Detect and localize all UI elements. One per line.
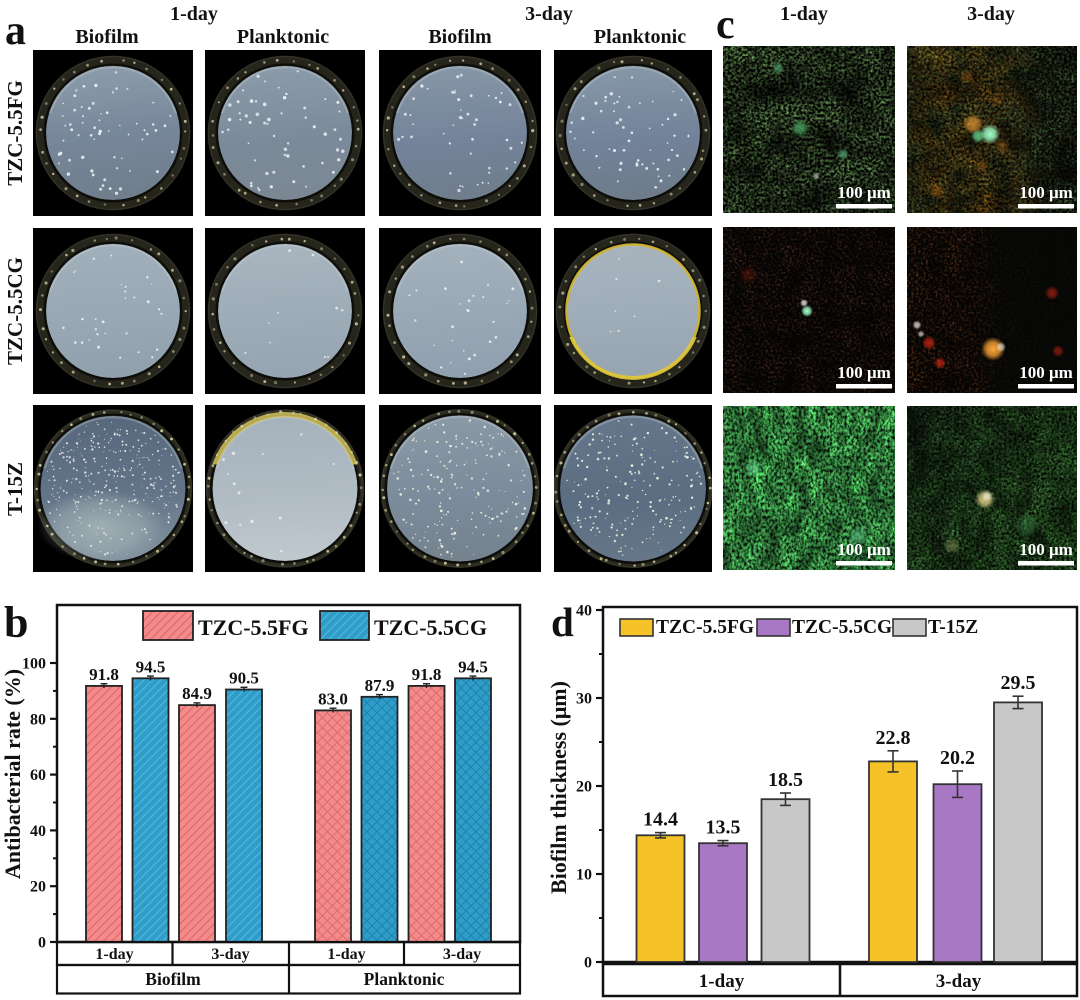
svg-text:40: 40 — [576, 603, 592, 620]
svg-text:100 μm: 100 μm — [1019, 183, 1073, 202]
svg-text:100 μm: 100 μm — [1019, 540, 1073, 559]
svg-text:22.8: 22.8 — [876, 727, 911, 749]
svg-text:0: 0 — [38, 935, 46, 952]
svg-text:80: 80 — [30, 711, 46, 728]
svg-text:40: 40 — [30, 823, 46, 840]
svg-text:94.5: 94.5 — [136, 657, 166, 676]
svg-text:1-day: 1-day — [780, 3, 828, 25]
svg-text:1-day: 1-day — [327, 946, 365, 963]
svg-text:TZC-5.5CG: TZC-5.5CG — [374, 615, 487, 640]
svg-text:60: 60 — [30, 767, 46, 784]
svg-text:a: a — [5, 8, 26, 54]
svg-text:c: c — [716, 2, 735, 48]
svg-text:20: 20 — [576, 779, 592, 796]
svg-text:100 μm: 100 μm — [837, 540, 891, 559]
svg-text:94.5: 94.5 — [458, 657, 488, 676]
svg-text:20.2: 20.2 — [940, 747, 975, 769]
svg-text:14.4: 14.4 — [643, 809, 678, 831]
svg-text:3-day: 3-day — [443, 946, 481, 963]
svg-text:1-day: 1-day — [699, 971, 745, 992]
svg-text:29.5: 29.5 — [1001, 672, 1036, 694]
svg-text:T-15Z: T-15Z — [928, 617, 978, 638]
svg-text:3-day: 3-day — [936, 971, 982, 992]
svg-text:Biofilm: Biofilm — [428, 26, 492, 48]
svg-text:91.8: 91.8 — [412, 665, 442, 684]
svg-text:TZC-5.5CG: TZC-5.5CG — [792, 617, 892, 638]
svg-text:3-day: 3-day — [525, 3, 573, 25]
svg-text:100: 100 — [22, 656, 46, 673]
svg-text:30: 30 — [576, 691, 592, 708]
svg-text:10: 10 — [576, 867, 592, 884]
svg-text:T-15Z: T-15Z — [3, 462, 27, 516]
svg-text:TZC-5.5CG: TZC-5.5CG — [3, 257, 27, 365]
svg-text:83.0: 83.0 — [318, 689, 348, 708]
svg-text:b: b — [4, 598, 28, 647]
svg-text:90.5: 90.5 — [229, 669, 259, 688]
svg-text:84.9: 84.9 — [182, 684, 212, 703]
svg-text:91.8: 91.8 — [89, 665, 119, 684]
svg-text:Planktonic: Planktonic — [594, 26, 686, 48]
svg-text:1-day: 1-day — [95, 946, 133, 963]
svg-text:Biofilm thickness (μm): Biofilm thickness (μm) — [546, 681, 571, 894]
svg-text:3-day: 3-day — [967, 3, 1015, 25]
svg-text:Antibacterial rate (%): Antibacterial rate (%) — [0, 669, 25, 879]
svg-text:13.5: 13.5 — [706, 817, 741, 839]
svg-text:87.9: 87.9 — [365, 676, 395, 695]
svg-text:TZC-5.5FG: TZC-5.5FG — [198, 615, 309, 640]
svg-text:d: d — [551, 599, 574, 645]
svg-text:Biofilm: Biofilm — [145, 969, 201, 989]
svg-text:Planktonic: Planktonic — [364, 969, 445, 989]
svg-text:20: 20 — [30, 879, 46, 896]
svg-text:TZC-5.5FG: TZC-5.5FG — [656, 617, 754, 638]
svg-text:18.5: 18.5 — [768, 769, 803, 791]
svg-text:0: 0 — [584, 955, 592, 972]
svg-text:3-day: 3-day — [211, 946, 249, 963]
svg-text:Planktonic: Planktonic — [237, 26, 329, 48]
svg-text:100 μm: 100 μm — [837, 363, 891, 382]
svg-text:100 μm: 100 μm — [1019, 363, 1073, 382]
svg-text:1-day: 1-day — [170, 3, 218, 25]
svg-text:Biofilm: Biofilm — [75, 26, 139, 48]
svg-text:TZC-5.5FG: TZC-5.5FG — [3, 80, 27, 186]
svg-text:100 μm: 100 μm — [837, 183, 891, 202]
